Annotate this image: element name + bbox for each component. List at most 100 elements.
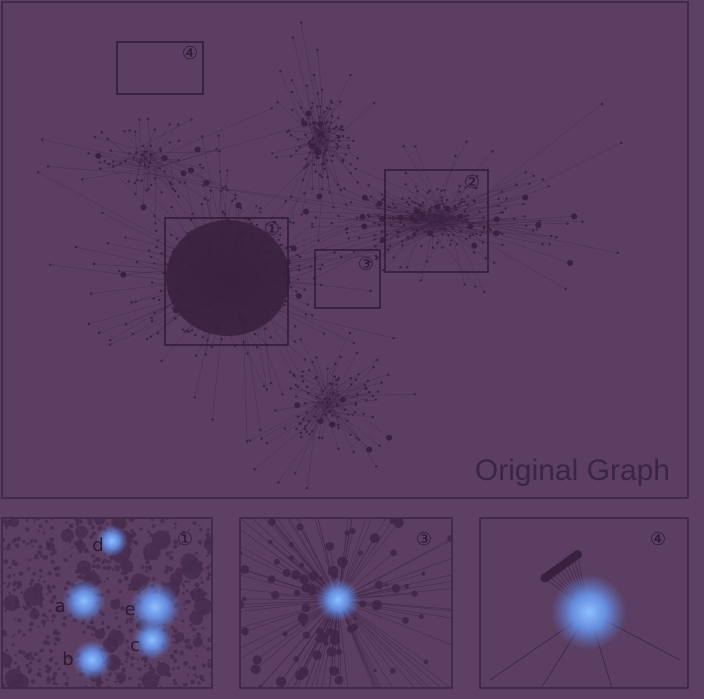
edge [339,382,382,395]
node [110,558,113,561]
node [270,107,273,110]
node [27,652,33,658]
node [288,220,292,224]
node [91,563,96,569]
node [39,575,43,578]
node [378,444,381,447]
node [55,683,58,686]
node [26,542,30,546]
node [444,229,447,232]
edge [304,123,320,135]
node [7,683,13,688]
node [33,652,38,657]
edge [142,145,164,160]
node [350,383,353,386]
edge [308,113,320,136]
edge [315,378,332,404]
node [186,599,191,604]
node [566,222,569,226]
node [206,576,211,581]
node [28,627,33,632]
node [219,189,223,193]
node [194,146,201,153]
edge [325,116,333,139]
node [372,365,375,369]
node [468,235,472,238]
node [253,468,256,471]
node [128,550,132,554]
node [171,634,175,638]
node [240,564,250,574]
edge [149,153,185,183]
node [155,245,158,249]
node [493,230,500,237]
node [195,675,199,679]
node [324,148,328,151]
node [345,227,349,230]
node [150,319,154,323]
highlight [72,640,112,680]
node [3,559,9,564]
edge [327,412,349,415]
node [169,654,175,660]
edge [135,119,192,149]
node [99,167,102,170]
edge [315,392,326,399]
node [154,222,157,225]
node [304,425,307,428]
node [37,171,40,174]
node [38,544,43,550]
edge [128,150,137,182]
node [432,234,435,238]
node [501,243,504,246]
edge [427,209,566,290]
node [188,666,191,669]
edge [420,215,476,287]
edge [254,405,331,470]
node [86,624,91,630]
node [366,446,373,453]
node [50,656,54,660]
node [438,220,441,224]
node [278,226,282,230]
edge [317,152,320,197]
node [326,159,329,162]
node [233,197,237,200]
node [210,618,212,621]
node [344,153,348,156]
node [522,194,529,201]
node [78,539,83,544]
node [405,266,409,269]
node [435,241,439,245]
node [218,150,221,153]
node [46,542,51,547]
node [305,486,309,490]
node [143,664,147,668]
node [288,262,291,265]
node [50,518,54,521]
node [356,157,359,160]
node [348,331,352,335]
node [149,335,153,338]
node [330,115,334,118]
inset-label: ① [177,529,193,550]
node [6,584,10,589]
node [296,138,300,141]
edge [161,122,314,167]
node [541,178,545,181]
node [279,243,282,247]
node [344,530,350,536]
node [95,152,102,159]
node [22,539,26,544]
node [349,73,352,77]
node [110,600,114,604]
node [114,564,119,569]
node [390,224,393,227]
node [101,623,104,626]
node [339,127,342,131]
edge [431,217,434,248]
node [299,21,303,24]
node [465,140,468,144]
edge [443,217,460,224]
node-label: d [92,535,103,556]
